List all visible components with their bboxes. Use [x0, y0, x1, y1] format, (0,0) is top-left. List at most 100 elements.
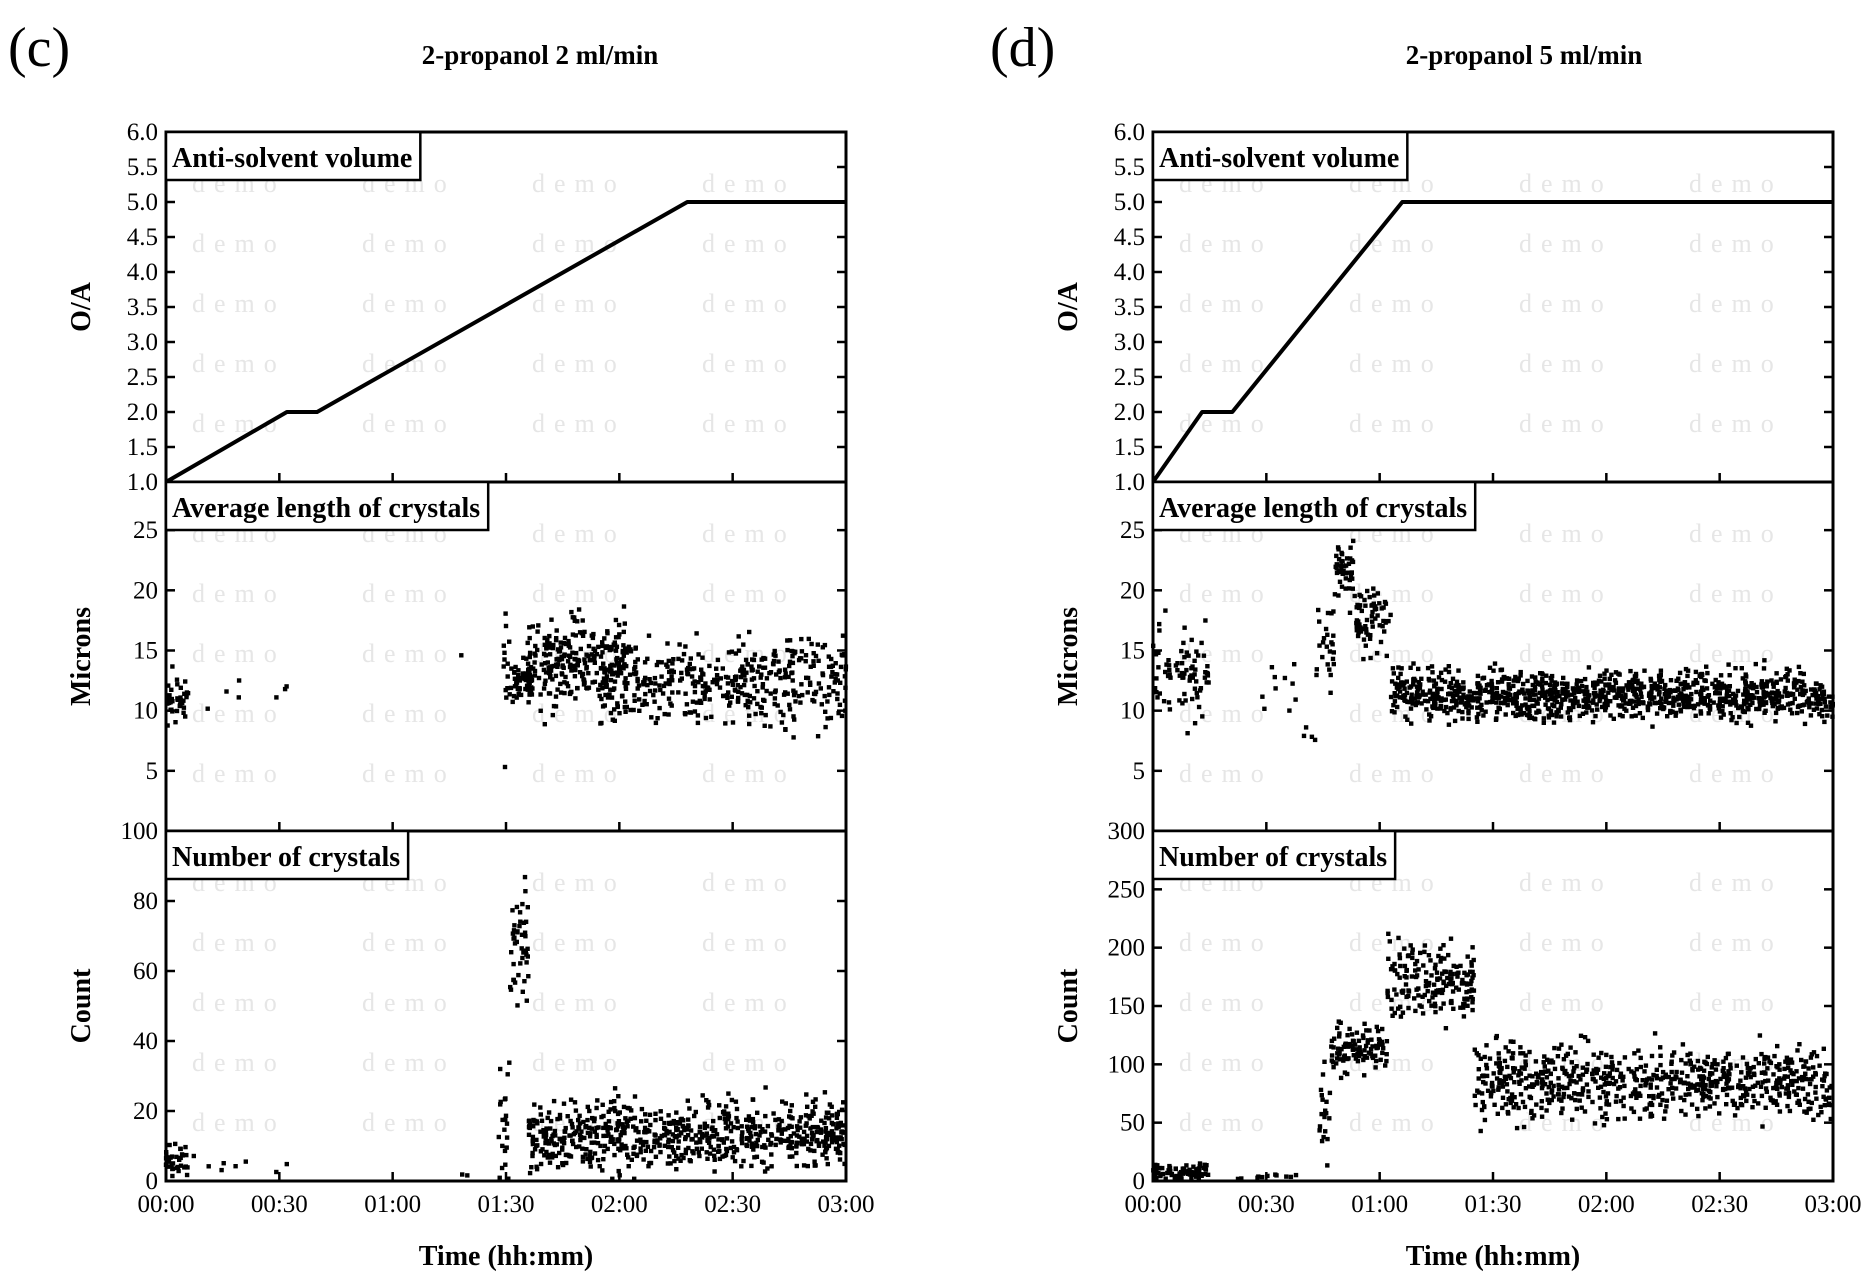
data-point [1720, 1087, 1726, 1093]
data-point [1827, 1095, 1832, 1100]
data-point [1783, 685, 1788, 691]
data-point [558, 690, 564, 695]
watermark-text: demo [702, 759, 796, 788]
data-point [1441, 943, 1446, 948]
data-point [1367, 1028, 1372, 1033]
data-point [559, 654, 564, 659]
data-point [1349, 570, 1354, 576]
data-point [1592, 694, 1597, 699]
data-point [1334, 570, 1340, 576]
data-point [824, 1156, 829, 1161]
data-point [523, 919, 529, 924]
subplot-title-box [1151, 829, 1397, 881]
data-point [1455, 974, 1460, 979]
data-point [1322, 1114, 1327, 1120]
data-point [1402, 694, 1407, 699]
watermark-text: demo [532, 169, 626, 198]
data-point [1777, 1062, 1782, 1067]
data-point [1473, 1102, 1478, 1108]
data-point [1514, 1125, 1520, 1131]
data-point [1510, 701, 1516, 706]
data-point [538, 692, 543, 697]
data-point [1562, 1085, 1567, 1091]
data-point [515, 930, 520, 935]
watermark-text: demo [1179, 1108, 1273, 1137]
data-point [561, 1101, 567, 1106]
data-point [1438, 670, 1444, 675]
data-point [1604, 1117, 1610, 1122]
data-point [1691, 1083, 1696, 1088]
data-point [1783, 1059, 1788, 1064]
data-point [823, 724, 828, 730]
data-point [829, 1136, 835, 1141]
data-point [167, 693, 172, 698]
x-tick-label: 03:00 [1805, 1191, 1862, 1218]
data-point [622, 1125, 627, 1130]
data-point [1603, 1064, 1609, 1069]
data-point [282, 686, 288, 692]
data-point [743, 657, 749, 663]
data-point [1550, 702, 1555, 707]
data-point [1387, 939, 1392, 944]
data-point [1591, 1052, 1596, 1057]
data-point [1813, 1084, 1818, 1090]
data-point [1779, 1084, 1784, 1090]
data-point [799, 649, 805, 654]
data-point [791, 692, 797, 698]
data-point [538, 708, 543, 713]
data-point [603, 1121, 608, 1127]
data-point [170, 1166, 175, 1172]
data-point [1386, 956, 1391, 961]
data-point [1802, 721, 1808, 727]
data-point [1634, 1067, 1639, 1072]
data-point [592, 1118, 597, 1124]
data-point [726, 1114, 732, 1119]
data-point [769, 1164, 774, 1169]
data-point [465, 1173, 470, 1178]
data-point [1155, 695, 1160, 700]
data-point [529, 674, 534, 679]
data-point [530, 624, 535, 629]
data-point [1705, 702, 1711, 708]
data-point [613, 648, 619, 653]
data-point [1713, 691, 1718, 696]
data-point [1754, 706, 1759, 712]
data-point [1785, 1074, 1790, 1079]
data-point [1545, 1097, 1550, 1102]
data-point [1705, 670, 1710, 676]
watermark-text: demo [1519, 349, 1613, 378]
data-point [1747, 684, 1752, 689]
data-point [736, 648, 742, 653]
data-point [1472, 1047, 1477, 1052]
data-point [546, 1110, 552, 1115]
data-point [1370, 624, 1375, 629]
data-point [1152, 686, 1158, 691]
data-point [1601, 688, 1606, 694]
data-point [1460, 977, 1465, 983]
data-point [1369, 614, 1375, 619]
y-tick-label: 100 [1108, 1051, 1146, 1078]
data-point [645, 656, 650, 661]
data-point [1670, 1053, 1675, 1058]
data-point [612, 1086, 618, 1091]
y-tick-label: 4.0 [1114, 259, 1145, 286]
data-point [1549, 1058, 1554, 1063]
data-point [1642, 1069, 1647, 1074]
data-point [1640, 1078, 1645, 1083]
data-point [1168, 675, 1173, 680]
data-point [835, 691, 840, 696]
data-point [1426, 953, 1432, 958]
data-point [1469, 963, 1474, 968]
watermark-text: demo [1349, 1108, 1443, 1137]
data-point [550, 1151, 555, 1157]
data-point [1618, 1074, 1623, 1079]
data-point [734, 674, 739, 679]
data-point [1425, 989, 1430, 994]
data-point [680, 1124, 685, 1129]
data-point [768, 724, 773, 729]
data-point [1666, 1074, 1671, 1080]
data-point [1489, 678, 1494, 684]
data-point [1334, 1061, 1339, 1066]
data-point [525, 661, 531, 666]
data-point [1396, 935, 1401, 941]
